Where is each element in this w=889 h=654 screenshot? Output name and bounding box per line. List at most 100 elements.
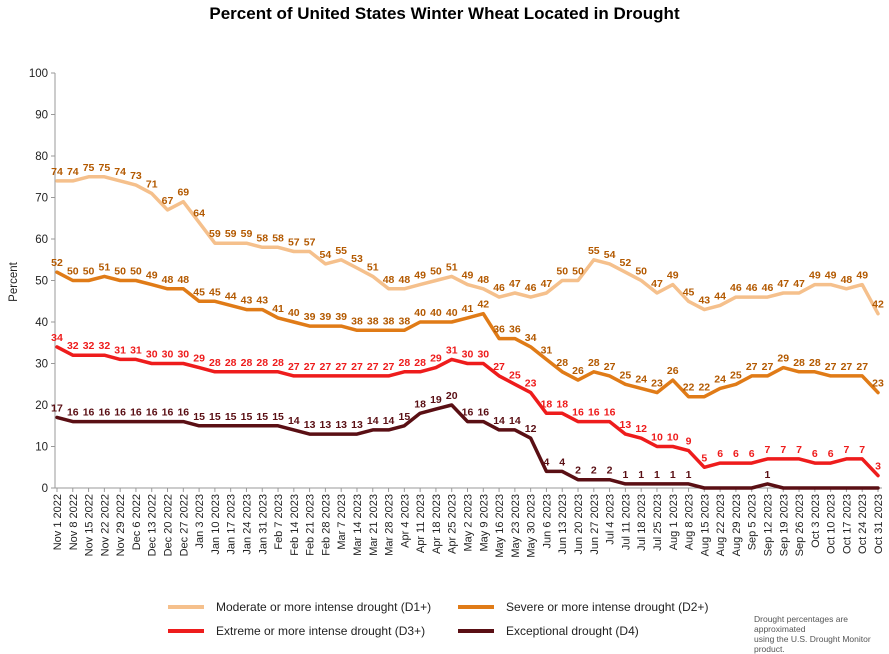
data-label-d3: 18 [541, 398, 553, 410]
legend-swatch-d1 [168, 605, 204, 609]
data-label-d3: 30 [477, 349, 489, 361]
x-tick-label: Jun 6 2023 [541, 494, 553, 548]
data-label-d4: 2 [591, 465, 597, 477]
x-tick-label: Apr 25 2023 [447, 494, 459, 554]
x-tick-label: Dec 27 2022 [178, 494, 190, 556]
data-label-d3: 18 [556, 398, 568, 410]
data-label-d3: 27 [351, 361, 363, 373]
data-label-d3: 28 [399, 357, 411, 369]
x-tick-label: Mar 21 2023 [368, 494, 380, 556]
data-label-d3: 27 [335, 361, 347, 373]
x-tick-label: Aug 8 2023 [684, 494, 696, 550]
x-tick-label: Apr 4 2023 [399, 494, 411, 548]
data-label-d1: 49 [856, 270, 868, 282]
legend-label-d3: Extreme or more intense drought (D3+) [216, 624, 426, 638]
data-label-d4: 20 [446, 390, 458, 402]
x-tick-label: Nov 22 2022 [99, 494, 111, 556]
legend-item-d4: Exceptional drought (D4) [458, 622, 639, 640]
data-label-d2: 27 [746, 361, 758, 373]
data-label-d1: 46 [730, 282, 742, 294]
x-tick-label: May 16 2023 [494, 494, 506, 558]
data-label-d1: 52 [620, 257, 632, 269]
data-label-d3: 28 [256, 357, 268, 369]
data-label-d4: 18 [414, 398, 426, 410]
data-label-d4: 12 [525, 423, 537, 435]
x-tick-label: Mar 28 2023 [384, 494, 396, 556]
data-label-d1: 50 [430, 266, 442, 278]
data-label-d3: 32 [83, 340, 95, 352]
data-label-d1: 48 [383, 274, 395, 286]
x-tick-label: Jan 3 2023 [194, 494, 206, 548]
data-label-d4: 14 [367, 415, 379, 427]
data-label-d3: 31 [130, 344, 142, 356]
data-label-d3: 23 [525, 378, 537, 390]
data-label-d1: 48 [841, 274, 853, 286]
data-label-d2: 23 [872, 378, 884, 390]
y-tick-label: 60 [35, 234, 48, 246]
x-tick-label: Jan 24 2023 [241, 494, 253, 555]
x-tick-label: Feb 14 2023 [289, 494, 301, 556]
x-tick-label: Jun 27 2023 [589, 494, 601, 555]
data-label-d4: 19 [430, 394, 442, 406]
data-label-d2: 39 [304, 311, 316, 323]
data-label-d2: 38 [367, 315, 379, 327]
y-tick-label: 0 [42, 483, 48, 495]
x-tick-label: Mar 14 2023 [352, 494, 364, 556]
x-tick-label: Sep 19 2023 [778, 494, 790, 556]
data-label-d1: 50 [572, 266, 584, 278]
x-tick-label: Jun 13 2023 [557, 494, 569, 555]
x-tick-label: Nov 8 2022 [68, 494, 80, 550]
data-label-d3: 30 [162, 349, 174, 361]
data-label-d2: 50 [130, 266, 142, 278]
data-label-d4: 16 [114, 407, 126, 419]
data-label-d3: 7 [780, 444, 786, 456]
data-label-d4: 16 [462, 407, 474, 419]
x-tick-label: Apr 11 2023 [415, 494, 427, 553]
data-label-d1: 46 [746, 282, 758, 294]
data-label-d1: 55 [588, 245, 600, 257]
data-label-d1: 49 [462, 270, 474, 282]
data-label-d4: 4 [559, 456, 565, 468]
data-label-d4: 1 [670, 469, 676, 481]
x-tick-label: Dec 13 2022 [147, 494, 159, 556]
data-label-d3: 16 [588, 407, 600, 419]
x-tick-label: Sep 5 2023 [747, 494, 759, 550]
data-label-d1: 48 [477, 274, 489, 286]
data-label-d3: 28 [272, 357, 284, 369]
data-label-d3: 6 [733, 448, 739, 460]
data-label-d3: 6 [717, 448, 723, 460]
data-label-d2: 42 [477, 299, 489, 311]
data-label-d1: 59 [209, 228, 221, 240]
data-label-d3: 13 [620, 419, 632, 431]
data-label-d2: 27 [604, 361, 616, 373]
data-label-d2: 28 [556, 357, 568, 369]
legend-label-d1: Moderate or more intense drought (D1+) [216, 600, 432, 614]
data-label-d1: 57 [288, 236, 300, 248]
x-tick-label: Oct 31 2023 [873, 494, 885, 554]
data-label-d3: 6 [812, 448, 818, 460]
data-label-d4: 13 [304, 419, 316, 431]
data-label-d3: 27 [288, 361, 300, 373]
data-label-d2: 26 [572, 365, 584, 377]
data-label-d1: 59 [241, 228, 253, 240]
data-label-d4: 15 [399, 411, 411, 423]
data-label-d4: 14 [493, 415, 505, 427]
data-label-d1: 47 [793, 278, 805, 290]
data-label-d3: 28 [209, 357, 221, 369]
data-label-d4: 16 [130, 407, 142, 419]
data-label-d2: 50 [83, 266, 95, 278]
data-label-d4: 16 [162, 407, 174, 419]
data-label-d1: 59 [225, 228, 237, 240]
data-label-d4: 1 [622, 469, 628, 481]
x-tick-label: Mar 7 2023 [336, 494, 348, 550]
data-label-d4: 15 [256, 411, 268, 423]
data-label-d3: 12 [635, 423, 647, 435]
data-label-d2: 24 [635, 373, 647, 385]
x-tick-label: Aug 22 2023 [715, 494, 727, 556]
data-label-d2: 28 [588, 357, 600, 369]
data-label-d3: 10 [667, 432, 679, 444]
data-label-d1: 46 [525, 282, 537, 294]
x-tick-label: Feb 7 2023 [273, 494, 285, 550]
data-label-d2: 50 [67, 266, 79, 278]
